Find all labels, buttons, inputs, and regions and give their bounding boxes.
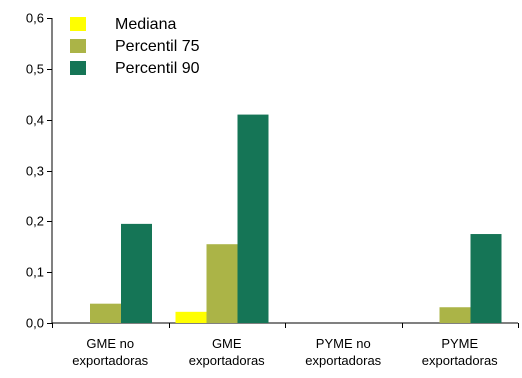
legend-swatch: [70, 61, 86, 75]
bar-percentil-90: [470, 234, 502, 323]
legend-label: Percentil 90: [115, 60, 200, 77]
x-tick-label: exportadoras: [305, 353, 381, 368]
y-tick-label: 0,1: [26, 265, 44, 280]
y-tick-label: 0,5: [26, 62, 44, 77]
bar-percentil-75: [206, 244, 238, 323]
bar-mediana: [175, 311, 207, 323]
y-tick-label: 0,6: [26, 11, 44, 26]
x-tick-label: exportadoras: [72, 353, 148, 368]
bars: [90, 114, 502, 323]
x-tick-label: exportadoras: [189, 353, 265, 368]
y-tick-label: 0,4: [26, 113, 44, 128]
legend-label: Percentil 75: [115, 38, 200, 55]
y-tick-label: 0,2: [26, 214, 44, 229]
legend: Mediana Percentil 75 Percentil 90: [70, 16, 200, 77]
bar-percentil-75: [439, 307, 471, 323]
legend-swatch: [70, 39, 86, 53]
bar-percentil-90: [121, 223, 152, 323]
x-tick-label: GME: [212, 336, 242, 351]
axes: 0,0 0,1 0,2 0,3 0,4 0,5 0,6 GME no exportadoras G…: [26, 11, 519, 368]
x-tick-label: GME no: [86, 336, 134, 351]
x-tick-label: PYME no: [316, 336, 371, 351]
x-tick-label: PYME: [441, 336, 478, 351]
y-tick-label: 0,0: [26, 316, 44, 331]
bar-percentil-75: [90, 303, 121, 323]
bar-percentil-90: [237, 114, 269, 323]
legend-swatch: [70, 17, 86, 31]
y-tick-label: 0,3: [26, 164, 44, 179]
x-tick-label: exportadoras: [422, 353, 498, 368]
legend-label: Mediana: [115, 16, 176, 33]
